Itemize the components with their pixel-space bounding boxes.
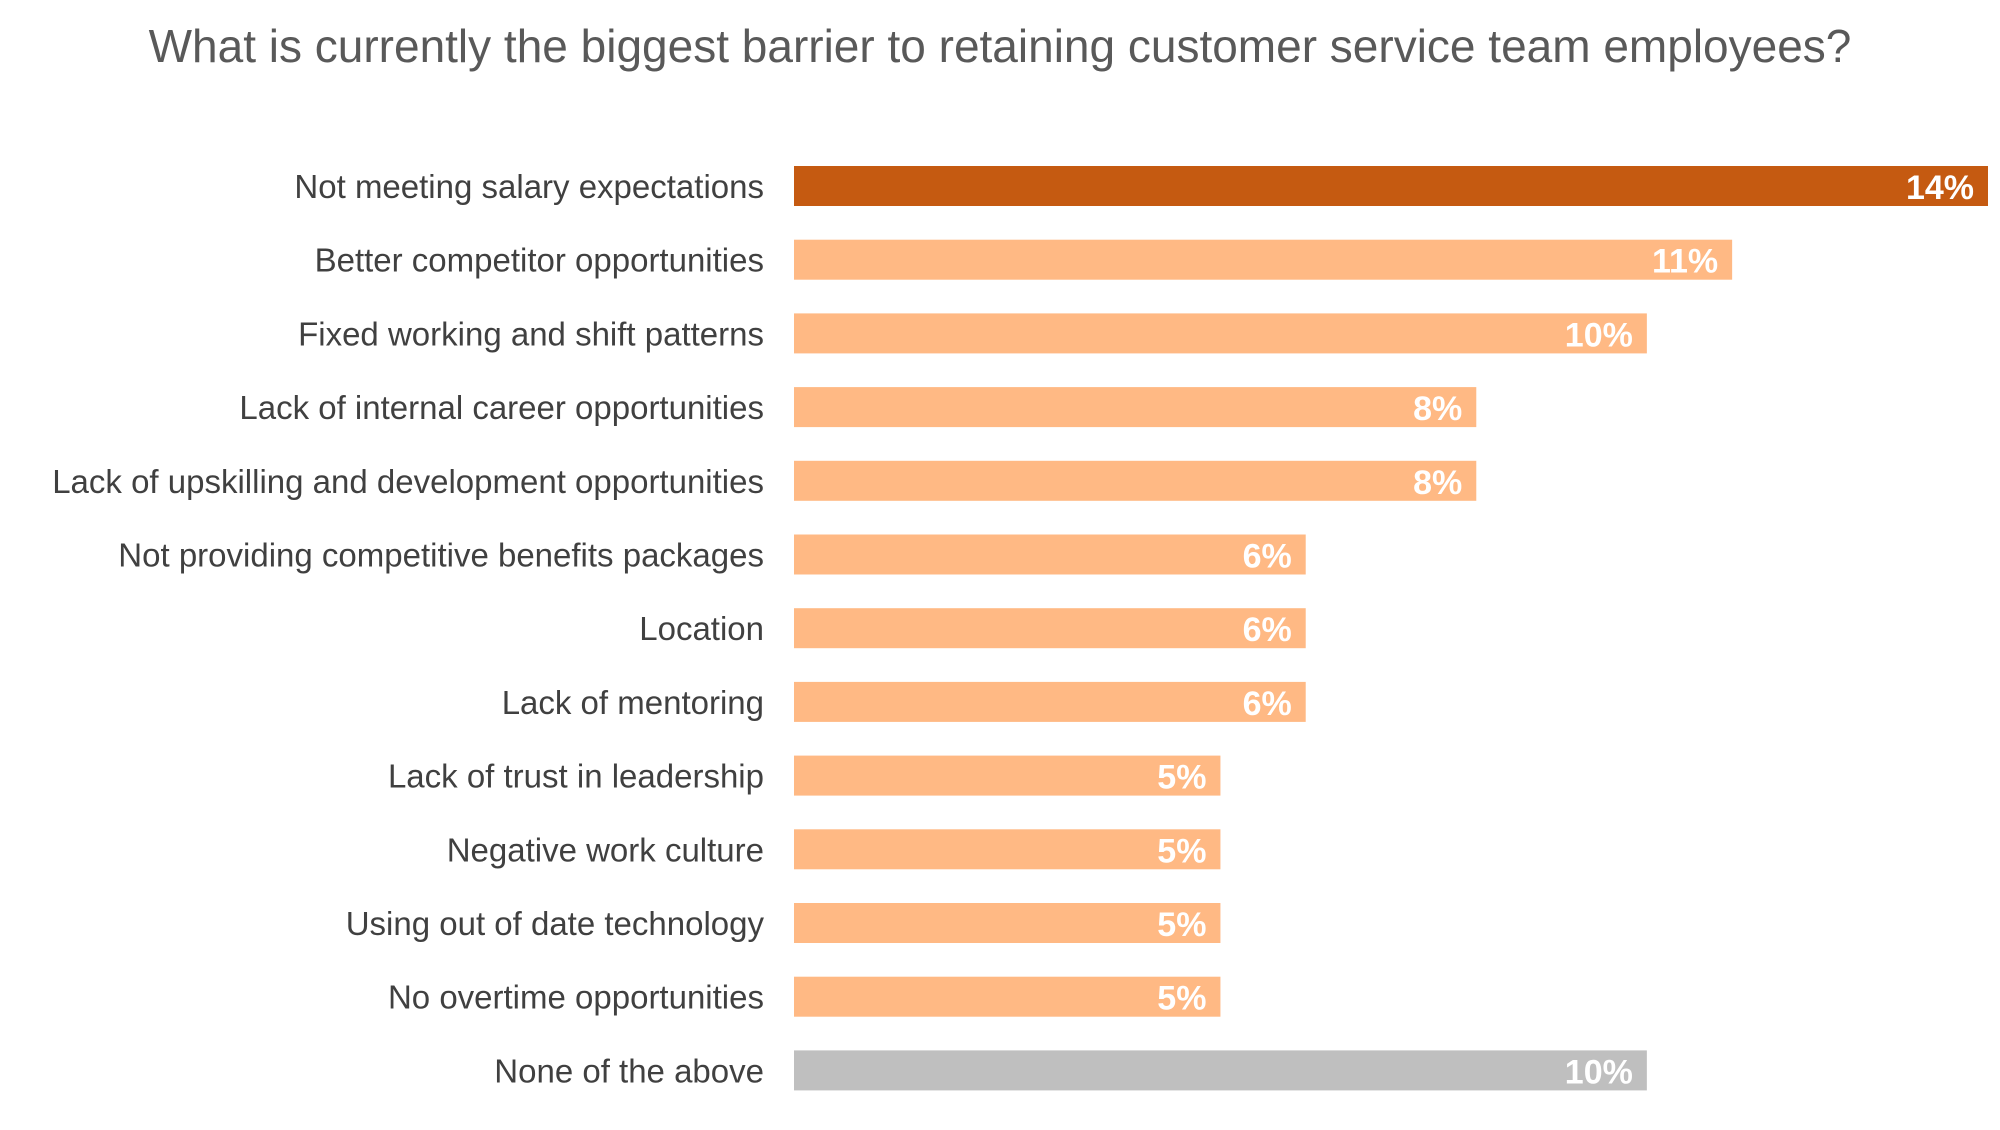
value-label: 6%: [1243, 538, 1292, 576]
value-label: 10%: [1565, 316, 1633, 354]
value-label: 6%: [1243, 685, 1292, 723]
bar: [794, 829, 1221, 870]
bar: [794, 903, 1221, 943]
bar: [794, 681, 1306, 722]
category-label: No overtime opportunities: [388, 979, 764, 1016]
bar: [794, 239, 1733, 280]
category-label: Lack of internal career opportunities: [239, 389, 764, 426]
value-label: 5%: [1157, 980, 1206, 1018]
category-label: Better competitor opportunities: [315, 242, 764, 279]
category-label: Fixed working and shift patterns: [298, 315, 764, 352]
value-label: 6%: [1243, 611, 1292, 649]
bar: [794, 534, 1306, 575]
value-label: 5%: [1157, 759, 1206, 797]
category-label: None of the above: [494, 1052, 764, 1089]
category-label: Lack of mentoring: [502, 684, 764, 721]
bar: [794, 608, 1306, 649]
value-labels: 14% 11% 10% 8% 8% 6% 6% 6% 5% 5% 5% 5% 10%: [1157, 169, 1974, 1091]
category-label: Not providing competitive benefits packa…: [118, 537, 764, 574]
bar: [794, 460, 1477, 501]
category-label: Lack of upskilling and development oppor…: [52, 463, 764, 500]
bar: [794, 166, 1988, 206]
bar: [794, 313, 1647, 354]
value-label: 8%: [1413, 464, 1462, 502]
chart-title: What is currently the biggest barrier to…: [149, 20, 1852, 72]
value-label: 10%: [1565, 1053, 1633, 1091]
value-label: 5%: [1157, 832, 1206, 870]
category-labels: Not meeting salary expectations Better co…: [52, 168, 764, 1089]
bar: [794, 976, 1221, 1017]
value-label: 11%: [1652, 243, 1718, 281]
bars: [794, 166, 1988, 1091]
bar: [794, 1050, 1647, 1091]
category-label: Location: [639, 610, 764, 647]
bar: [794, 387, 1477, 428]
category-label: Using out of date technology: [346, 905, 765, 942]
category-label: Not meeting salary expectations: [294, 168, 764, 205]
value-label: 5%: [1157, 906, 1206, 944]
category-label: Negative work culture: [447, 831, 764, 868]
value-label: 8%: [1413, 390, 1462, 428]
bar: [794, 755, 1221, 796]
value-label: 14%: [1906, 169, 1974, 207]
category-label: Lack of trust in leadership: [388, 758, 764, 795]
